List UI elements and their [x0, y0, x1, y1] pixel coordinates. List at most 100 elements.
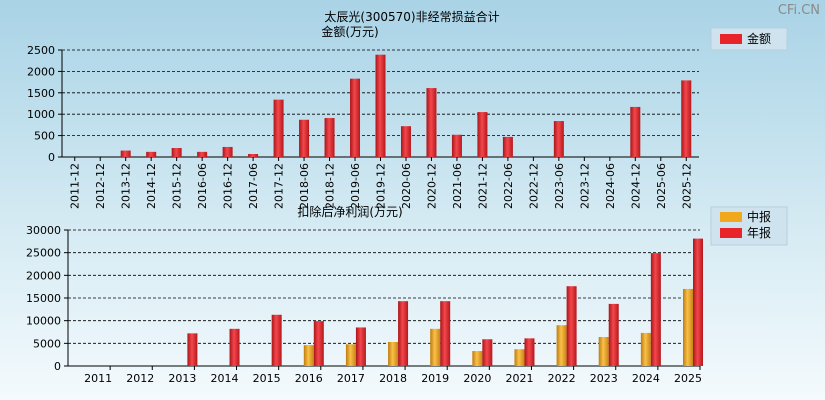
x-tick-label: 2019 [421, 372, 449, 385]
chart-deducted-net-profit: 扣除后净利润(万元) 0 5000 10000 15000 20000 25000 30000… [26, 204, 788, 385]
legend-box [710, 27, 788, 51]
x-tick-label: 2024 [632, 372, 660, 385]
x-tick-label: 2019-06 [349, 163, 362, 209]
y-tick-label: 15000 [26, 292, 61, 305]
legend-swatch [720, 34, 742, 44]
x-tick-label: 2022-06 [502, 163, 515, 209]
y-axis-label: 金额(万元) [321, 24, 378, 39]
legend-label: 年报 [747, 225, 771, 240]
bar [440, 301, 451, 366]
bar [566, 286, 577, 366]
bar [556, 325, 567, 366]
y-tick-label: 500 [34, 130, 55, 143]
bar [303, 345, 314, 366]
x-tick-label: 2015 [253, 372, 281, 385]
bar [187, 333, 198, 366]
bar [197, 151, 208, 157]
x-tick-label: 2013 [168, 372, 196, 385]
bar [313, 321, 324, 366]
bar [324, 118, 335, 157]
y-tick-label: 0 [54, 360, 61, 373]
bar [345, 344, 356, 366]
x-tick-label: 2021-06 [451, 163, 464, 209]
bar [271, 314, 282, 366]
y-tick-label: 20000 [26, 269, 61, 282]
x-tick-label: 2023-12 [578, 163, 591, 209]
x-tick-label: 2019-12 [375, 163, 388, 209]
bar [524, 338, 535, 366]
legend-swatch [720, 228, 742, 238]
bar [388, 341, 399, 366]
x-tick-label: 2024-06 [604, 163, 617, 209]
chart-title: 扣除后净利润(万元) [297, 204, 402, 219]
y-tick-label: 1500 [27, 87, 55, 100]
x-tick-label: 2011-12 [69, 163, 82, 209]
bar [375, 54, 386, 157]
x-tick-label: 2014-12 [145, 163, 158, 209]
x-tick-label: 2014 [211, 372, 239, 385]
x-tick-label: 2016-12 [222, 163, 235, 209]
y-tick-label: 2000 [27, 65, 55, 78]
x-tick-label: 2021-12 [476, 163, 489, 209]
x-tick-label: 2011 [84, 372, 112, 385]
bar [693, 238, 703, 366]
y-tick-label: 2500 [27, 44, 55, 57]
y-tick-label: 25000 [26, 247, 61, 260]
y-tick-label: 5000 [33, 337, 61, 350]
watermark: CFi.CN [778, 3, 820, 18]
bar [514, 349, 525, 366]
x-tick-label: 2023-06 [553, 163, 566, 209]
x-tick-label: 2024-12 [629, 163, 642, 209]
legend-label: 中报 [747, 209, 771, 224]
x-tick-label: 2025-12 [680, 163, 693, 209]
bar [608, 303, 619, 366]
y-tick-label: 0 [48, 151, 55, 164]
x-tick-label: 2013-12 [120, 163, 133, 209]
bar [273, 99, 284, 157]
x-tick-label: 2022 [548, 372, 576, 385]
bar [553, 121, 564, 157]
bar [299, 119, 310, 157]
bar [640, 332, 651, 366]
x-tick-label: 2015-12 [171, 163, 184, 209]
x-tick-label: 2018-06 [298, 163, 311, 209]
bar [683, 288, 693, 366]
x-tick-label: 2025 [674, 372, 702, 385]
x-tick-label: 2017-06 [247, 163, 260, 209]
x-tick-label: 2020-06 [400, 163, 413, 209]
x-tick-label: 2016 [295, 372, 323, 385]
bar [350, 78, 361, 157]
bar [229, 328, 240, 366]
chart-title: 太辰光(300570)非经常损益合计 [324, 9, 499, 24]
x-tick-label: 2025-06 [655, 163, 668, 209]
x-tick-label: 2018 [379, 372, 407, 385]
bar [355, 327, 366, 366]
legend-swatch [720, 212, 742, 222]
bar [398, 301, 409, 366]
bar [171, 148, 182, 157]
bar [222, 146, 233, 157]
y-tick-label: 30000 [26, 224, 61, 237]
x-tick-label: 2017-12 [273, 163, 286, 209]
bar [477, 112, 488, 157]
x-tick-label: 2021 [505, 372, 533, 385]
bar [120, 150, 131, 157]
bar [598, 336, 609, 366]
bar [430, 328, 441, 366]
x-tick-label: 2016-06 [196, 163, 209, 209]
bar [472, 351, 483, 366]
x-tick-label: 2022-12 [527, 163, 540, 209]
x-tick-label: 2020-12 [425, 163, 438, 209]
bar [681, 80, 692, 157]
y-tick-label: 1000 [27, 108, 55, 121]
x-tick-label: 2023 [590, 372, 618, 385]
bar [630, 106, 641, 157]
bar [482, 339, 493, 366]
x-tick-label: 2018-12 [324, 163, 337, 209]
bar [146, 151, 157, 157]
bar [426, 88, 437, 157]
x-tick-label: 2017 [337, 372, 365, 385]
x-tick-label: 2020 [463, 372, 491, 385]
bar [650, 253, 661, 366]
